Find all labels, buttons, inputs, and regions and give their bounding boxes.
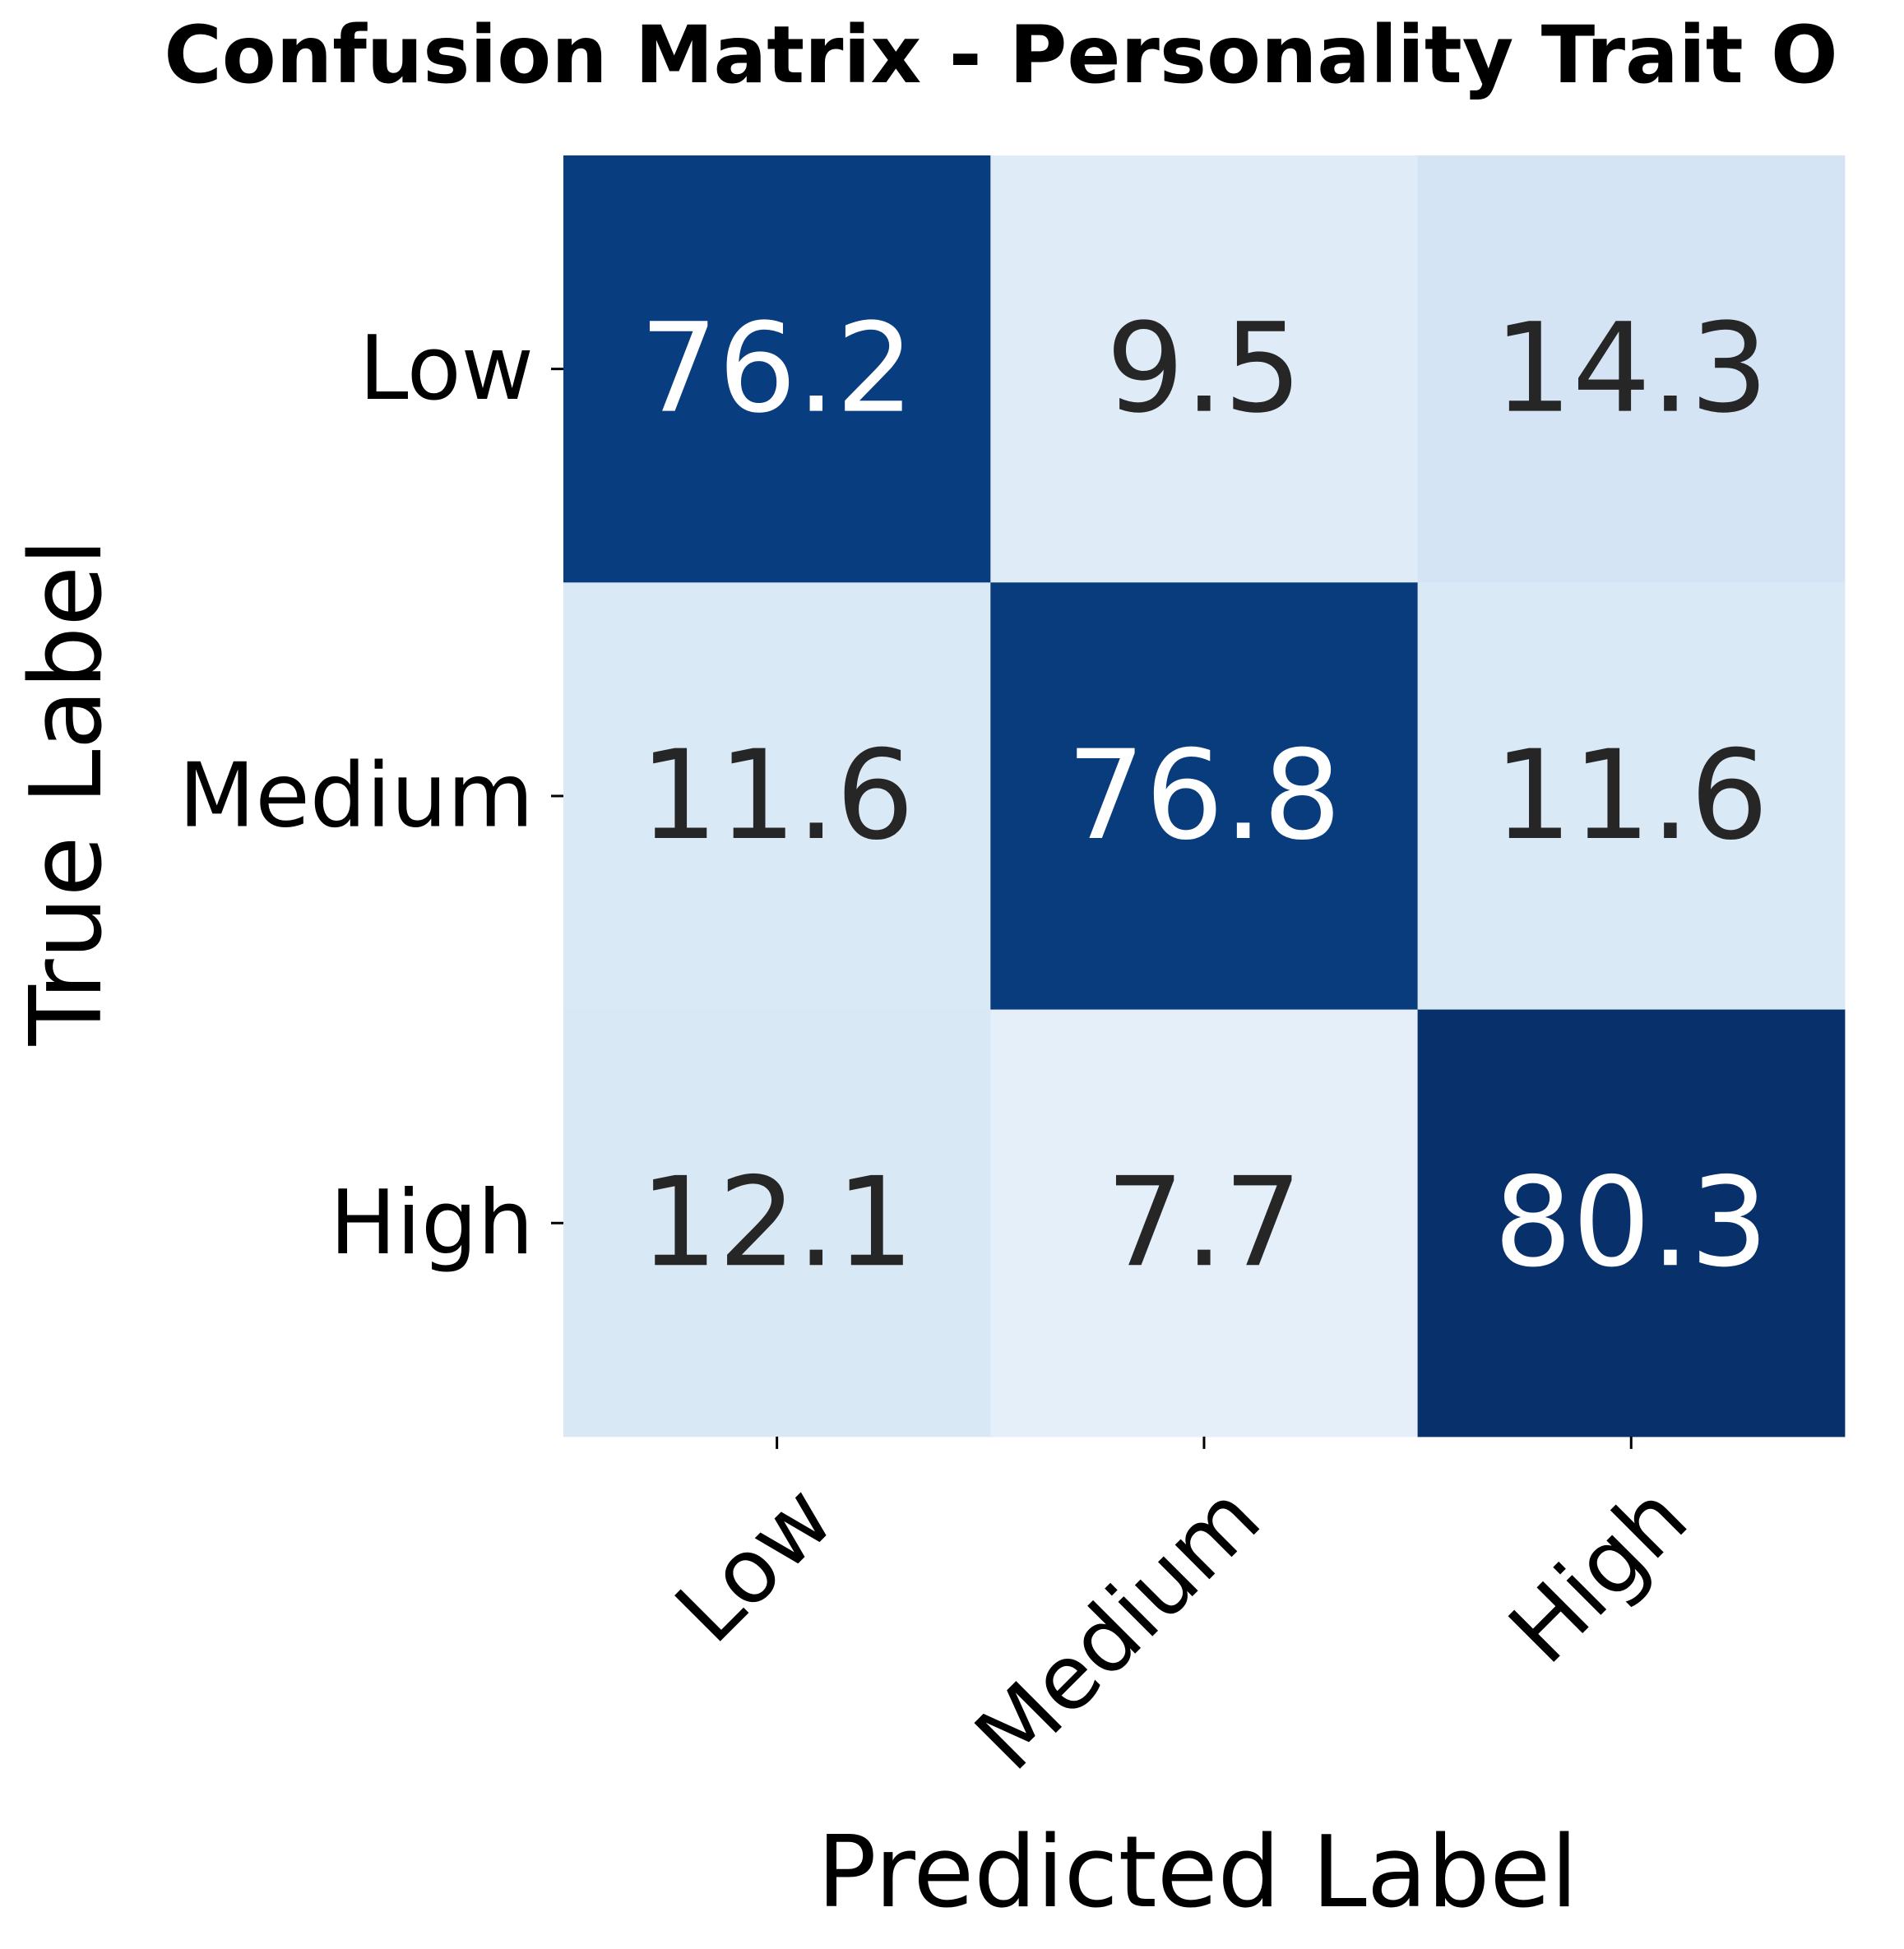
heatmap-cell-0-0 [563,155,991,583]
x-tick-label-0: Low [656,1466,853,1663]
x-axis-label: Predicted Label [817,1816,1577,1930]
cell-value-label-0-0: 76.2 [640,298,915,441]
y-axis-ticks: Low Medium High [178,317,563,1275]
cell-value-label-1-2: 11.6 [1494,725,1768,868]
heatmap-cell-1-0 [563,582,991,1011]
heatmap-cell-0-1 [990,155,1419,583]
cell-value-label-2-2: 80.3 [1494,1151,1768,1294]
y-tick-label-1: Medium [178,744,534,847]
x-tick-label-1: Medium [957,1466,1281,1790]
y-tick-label-0: Low [359,317,534,420]
cell-value-label-0-2: 14.3 [1494,298,1768,441]
heatmap-cell-1-2 [1417,582,1846,1011]
y-axis-label: True Label [10,539,124,1047]
heatmap-cell-labels: 76.2 9.5 14.3 11.6 76.8 11.6 12.1 7.7 80.3 [640,298,1769,1295]
cell-value-label-1-1: 76.8 [1067,725,1341,868]
cell-value-label-2-1: 7.7 [1106,1151,1303,1294]
cell-value-label-0-1: 9.5 [1106,298,1303,441]
cell-value-label-2-0: 12.1 [640,1151,915,1294]
heatmap-cell-2-2 [1417,1009,1846,1437]
heatmap-cell-0-2 [1417,155,1846,583]
heatmap-cell-2-0 [563,1009,991,1437]
y-tick-label-2: High [330,1172,534,1275]
x-axis-ticks: Low Medium High [656,1436,1707,1790]
x-tick-label-2: High [1490,1466,1707,1683]
heatmap-cell-2-1 [990,1009,1419,1437]
chart-title: Confusion Matrix - Personality Trait O [164,9,1837,101]
cell-value-label-1-0: 11.6 [640,725,915,868]
heatmap-cell-1-1 [990,582,1419,1011]
heatmap-cells [563,155,1846,1437]
